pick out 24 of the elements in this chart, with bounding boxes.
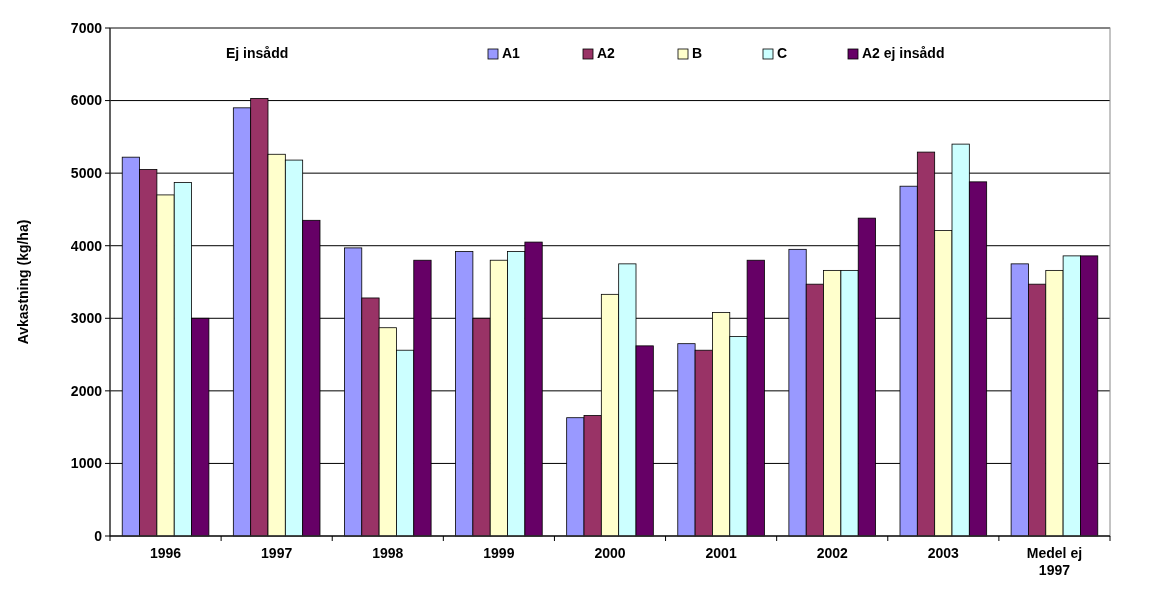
y-tick-label: 5000 bbox=[70, 165, 103, 182]
x-tick-label: 1996 bbox=[149, 545, 182, 561]
y-tick-label: 4000 bbox=[70, 237, 103, 254]
x-tick-label: 1997 bbox=[261, 545, 293, 561]
y-axis-title: Avkastning (kg/ha) bbox=[15, 219, 31, 345]
x-tick-label: 2003 bbox=[927, 545, 960, 561]
legend-label: A2 ej insådd bbox=[862, 45, 945, 61]
y-tick-label: 7000 bbox=[70, 19, 103, 36]
y-tick-label: 0 bbox=[94, 527, 103, 544]
y-tick-label: 1000 bbox=[70, 455, 103, 472]
annotation: Ej insådd bbox=[226, 45, 289, 61]
x-tick-label: 2002 bbox=[816, 545, 848, 561]
x-tick-label: 1998 bbox=[372, 545, 404, 561]
x-tick-label: 1999 bbox=[483, 545, 515, 561]
y-tick-label: 3000 bbox=[70, 310, 103, 327]
legend-label: B bbox=[692, 45, 703, 61]
x-tick-label: 2001 bbox=[705, 545, 737, 561]
legend-label: A1 bbox=[502, 45, 521, 61]
y-tick-label: 6000 bbox=[70, 92, 103, 109]
legend-label: A2 bbox=[597, 45, 616, 61]
x-tick-label: Medel ej 1997 bbox=[1026, 545, 1083, 578]
y-tick-label: 2000 bbox=[70, 382, 103, 399]
x-tick-label: 2000 bbox=[594, 545, 626, 561]
legend-label: C bbox=[777, 45, 788, 61]
